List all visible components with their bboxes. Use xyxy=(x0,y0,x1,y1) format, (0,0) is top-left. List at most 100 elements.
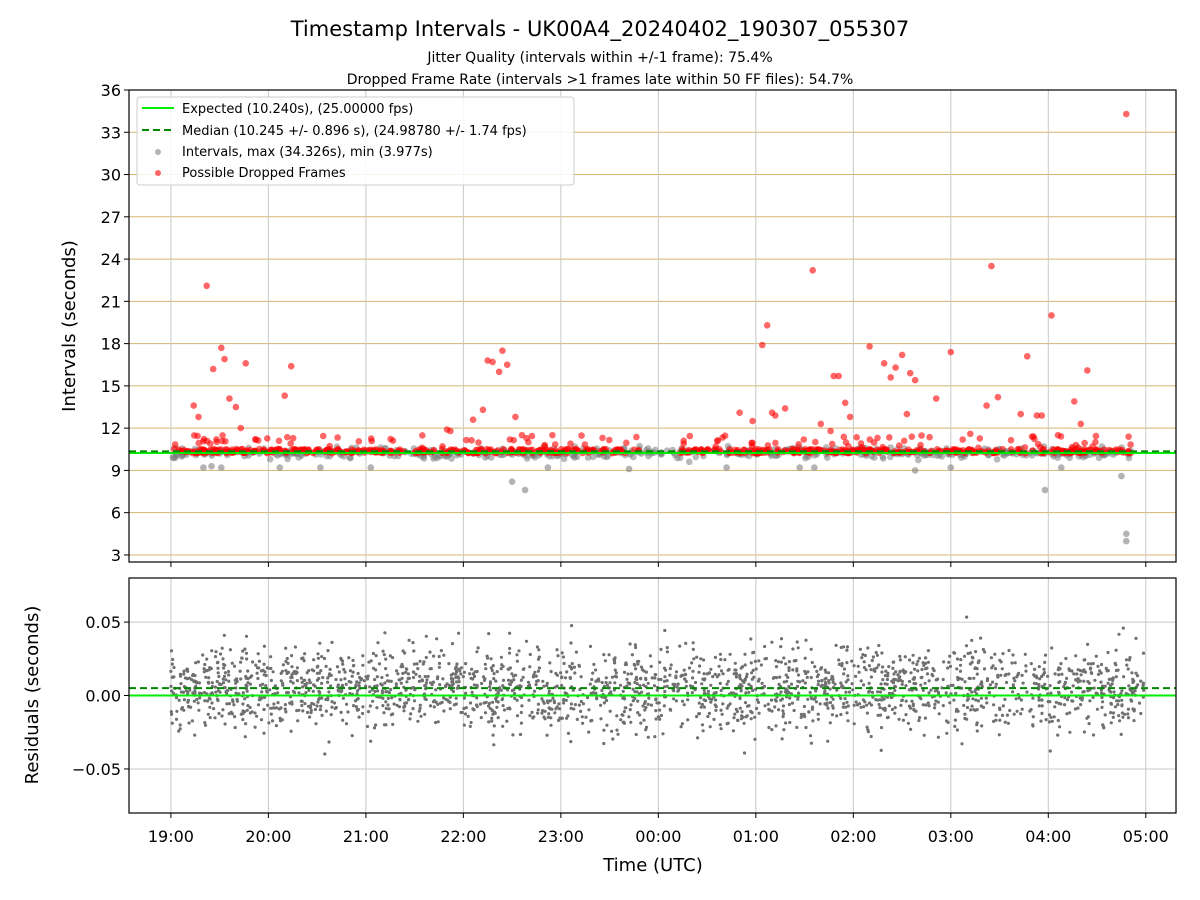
dropped-frame-point xyxy=(469,416,477,424)
residual-point xyxy=(274,724,278,728)
residual-point xyxy=(696,736,700,740)
residual-point xyxy=(548,661,552,665)
residual-point xyxy=(802,712,806,717)
residual-point xyxy=(964,644,969,648)
residual-point xyxy=(450,642,455,646)
residual-point xyxy=(1057,691,1061,695)
residual-point xyxy=(618,683,623,687)
residual-point xyxy=(948,654,952,658)
residual-point xyxy=(774,659,778,663)
residual-point xyxy=(241,702,245,706)
dropped-frame-point xyxy=(827,427,834,435)
residual-point xyxy=(708,725,712,729)
residual-point xyxy=(700,723,705,727)
residual-point xyxy=(691,676,695,680)
residual-point xyxy=(815,675,820,679)
dropped-frame-point xyxy=(1021,444,1029,451)
residual-point xyxy=(795,669,799,673)
residual-point xyxy=(723,658,727,662)
residual-point xyxy=(803,681,807,685)
residual-point xyxy=(647,696,651,700)
residual-point xyxy=(844,680,848,684)
residual-point xyxy=(970,655,974,659)
residual-point xyxy=(738,706,742,710)
residual-point xyxy=(201,653,205,657)
residual-point xyxy=(893,688,897,693)
residual-point xyxy=(840,661,844,666)
residual-point xyxy=(239,677,243,681)
residual-point xyxy=(898,670,902,674)
residual-point xyxy=(526,680,531,684)
residual-point xyxy=(804,638,808,642)
residual-point xyxy=(235,677,239,681)
residual-point xyxy=(313,707,317,712)
residual-point xyxy=(791,668,795,672)
residual-point xyxy=(475,650,479,654)
residual-point xyxy=(230,661,234,665)
residual-point xyxy=(1057,680,1061,685)
dropped-frame-point xyxy=(911,376,919,384)
dropped-frame-point xyxy=(896,442,903,449)
residual-point xyxy=(178,727,182,731)
residual-point xyxy=(356,671,360,676)
residual-point xyxy=(574,650,579,654)
residual-point xyxy=(757,711,761,715)
residual-point xyxy=(1082,730,1086,734)
residual-point xyxy=(561,655,566,659)
residual-point xyxy=(1106,681,1110,685)
residual-point xyxy=(877,702,881,707)
residual-point xyxy=(1060,672,1064,676)
residual-point xyxy=(1028,709,1032,713)
residual-point xyxy=(346,710,350,714)
residual-point xyxy=(700,682,704,686)
residual-point xyxy=(579,699,583,704)
residual-point xyxy=(1117,714,1121,718)
residual-point xyxy=(1114,668,1118,673)
dropped-frame-point xyxy=(828,440,836,448)
residual-point xyxy=(177,729,181,733)
residual-point xyxy=(285,656,289,661)
residual-point xyxy=(734,668,738,672)
residual-point xyxy=(308,681,312,685)
chart-subtitle-dropped: Dropped Frame Rate (intervals >1 frames … xyxy=(347,72,854,88)
residual-point xyxy=(317,697,321,702)
residual-point xyxy=(382,711,386,715)
residual-point xyxy=(703,692,707,696)
residual-point xyxy=(1068,730,1072,734)
residual-point xyxy=(852,664,856,668)
residual-point xyxy=(904,713,908,717)
residual-point xyxy=(852,722,856,726)
residual-point xyxy=(863,700,867,704)
dropped-frame-point xyxy=(355,438,363,445)
residual-point xyxy=(994,718,998,722)
residual-point xyxy=(746,704,750,708)
residual-point xyxy=(451,682,455,686)
residual-point xyxy=(1044,718,1048,722)
residual-point xyxy=(587,708,591,712)
residual-point xyxy=(272,702,276,706)
residual-point xyxy=(719,727,723,731)
residual-point xyxy=(281,681,285,686)
residual-point xyxy=(699,696,703,700)
residual-point xyxy=(1126,716,1131,720)
dropped-frame-point xyxy=(326,442,334,450)
residual-point xyxy=(371,699,375,703)
residual-point xyxy=(867,664,872,668)
residual-point xyxy=(795,725,799,730)
residual-point xyxy=(1012,676,1016,680)
residual-point xyxy=(398,697,402,701)
residual-point xyxy=(965,698,970,702)
residual-point xyxy=(177,698,181,702)
residual-point xyxy=(796,646,800,650)
residual-point xyxy=(682,668,686,672)
residual-point xyxy=(934,699,938,703)
residual-point xyxy=(171,691,175,695)
residual-point xyxy=(908,679,912,684)
residual-point xyxy=(719,708,723,712)
residual-point xyxy=(221,708,225,712)
residual-point xyxy=(743,701,748,705)
residual-point xyxy=(989,656,994,660)
residual-point xyxy=(398,678,402,682)
residual-point xyxy=(403,651,407,655)
residual-point xyxy=(636,662,640,666)
